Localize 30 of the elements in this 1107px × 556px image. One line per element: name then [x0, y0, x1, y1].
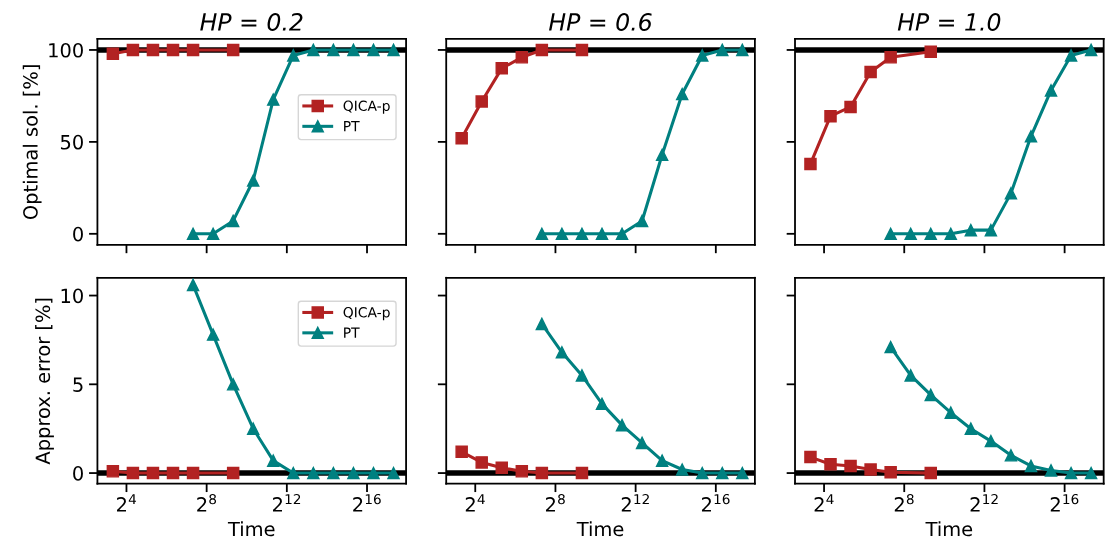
- x-tick-label: 2$^{12}$: [621, 493, 649, 512]
- y-tick-label: 10: [61, 288, 83, 304]
- y-axis-title: Optimal sol. [%]: [22, 65, 42, 220]
- x-tick-label: 2$^{16}$: [701, 493, 730, 512]
- y-tick-label: 0: [73, 226, 83, 242]
- x-axis-title: Time: [227, 521, 275, 537]
- y-tick-label: 0: [73, 466, 83, 481]
- x-tick-label: 2$^{8}$: [545, 493, 565, 512]
- legend-label: PT: [344, 121, 360, 132]
- x-tick-label: 2$^{16}$: [353, 493, 381, 512]
- y-axis-title: Approx. error [%]: [35, 298, 54, 465]
- y-tick-label: 50: [60, 134, 83, 150]
- y-tick-label: 5: [73, 377, 83, 392]
- x-tick-label: 2$^{8}$: [197, 493, 217, 512]
- chart-title: HP = 0.6: [549, 13, 652, 31]
- y-tick-label: 100: [49, 42, 83, 58]
- legend-label: QICA-p: [343, 100, 390, 114]
- chart-title: HP = 0.2: [200, 13, 303, 31]
- x-tick-label: 2$^{4}$: [465, 494, 485, 512]
- legend-label: PT: [344, 327, 360, 338]
- x-tick-label: 2$^{16}$: [1050, 493, 1079, 512]
- x-axis-title: Time: [925, 521, 973, 537]
- x-tick-label: 2$^{12}$: [970, 493, 998, 512]
- x-tick-label: 2$^{4}$: [814, 494, 834, 512]
- x-tick-label: 2$^{12}$: [273, 493, 301, 512]
- x-tick-label: 2$^{8}$: [894, 493, 914, 512]
- chart-title: HP = 1.0: [897, 13, 1001, 31]
- legend-label: QICA-p: [343, 307, 390, 321]
- x-tick-label: 2$^{4}$: [117, 494, 137, 512]
- x-axis-title: Time: [576, 521, 624, 537]
